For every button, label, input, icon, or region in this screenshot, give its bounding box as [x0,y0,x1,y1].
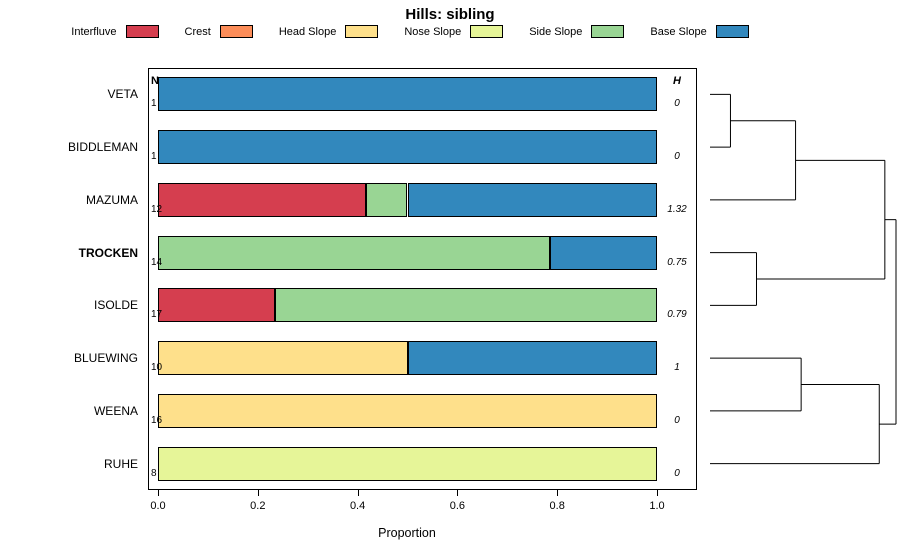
n-value: 1 [151,98,157,110]
h-value: 0 [674,98,680,110]
h-value: 1.32 [667,203,687,215]
row-label: TROCKEN [78,245,138,260]
x-tick [657,490,658,496]
h-column-header: H [673,75,681,87]
x-tick [357,490,359,496]
bar-segment [366,182,408,217]
bar-segment [158,393,657,428]
bar-segment [158,77,657,112]
x-tick [557,490,559,496]
legend-swatch [470,25,504,38]
legend-item: Crest [185,25,253,38]
bar-segment [158,341,408,376]
legend-label: Head Slope [278,25,337,38]
n-value: 16 [151,414,163,426]
h-value: 0 [674,467,680,479]
bar-segment [158,235,551,270]
legend-label: Side Slope [529,25,583,38]
bar-segment [158,288,276,323]
x-tick [158,490,159,496]
bar-segment [407,182,657,217]
h-value: 1 [674,362,680,374]
n-value: 1 [151,151,157,163]
row-label: VETA [107,87,138,102]
chart-title: Hills: sibling [405,6,495,23]
n-value: 8 [151,467,157,479]
row-label: MAZUMA [86,192,138,207]
legend-swatch [591,25,625,38]
legend: Interfluve Crest Head Slope Nose Slope Side … [10,25,810,38]
legend-item: Head Slope [279,25,379,38]
x-tick-label: 0.6 [449,500,466,512]
bar-segment [158,182,367,217]
bar-segment [550,235,657,270]
legend-label: Interfluve [71,25,117,38]
bar-segment [158,446,657,481]
h-value: 0 [674,151,680,163]
h-value: 0 [674,414,680,426]
legend-swatch [219,25,253,38]
n-value: 10 [151,362,163,374]
legend-item: Side Slope [529,25,625,38]
legend-label: Nose Slope [404,25,462,38]
n-value: 17 [151,309,163,321]
bar-segment [407,341,657,376]
n-value: 12 [151,203,163,215]
x-tick [457,490,459,496]
plot-area [148,68,697,490]
n-value: 14 [151,256,163,268]
x-axis-label: Proportion [378,526,436,540]
legend-label: Base Slope [650,25,707,38]
legend-swatch [125,25,159,38]
legend-label: Crest [184,25,211,38]
h-value: 0.75 [667,256,687,268]
n-column-header: N [151,75,159,87]
bar-segment [275,288,657,323]
x-tick [257,490,259,496]
bar-segment [158,130,657,165]
h-value: 0.79 [667,309,687,321]
x-tick-label: 1.0 [649,500,665,512]
legend-item: Base Slope [650,25,749,38]
row-label: ISOLDE [93,298,138,313]
row-label: WEENA [93,403,138,418]
row-label: BLUEWING [73,351,138,366]
legend-item: Nose Slope [404,25,504,38]
x-tick-label: 0.0 [150,500,166,512]
x-tick-label: 0.2 [250,500,266,512]
x-tick-label: 0.4 [349,500,366,512]
row-label: BIDDLEMAN [67,140,138,155]
x-tick-label: 0.8 [549,500,565,512]
row-label: RUHE [103,456,138,471]
legend-swatch [715,25,749,38]
legend-swatch [345,25,379,38]
legend-item: Interfluve [71,25,159,38]
